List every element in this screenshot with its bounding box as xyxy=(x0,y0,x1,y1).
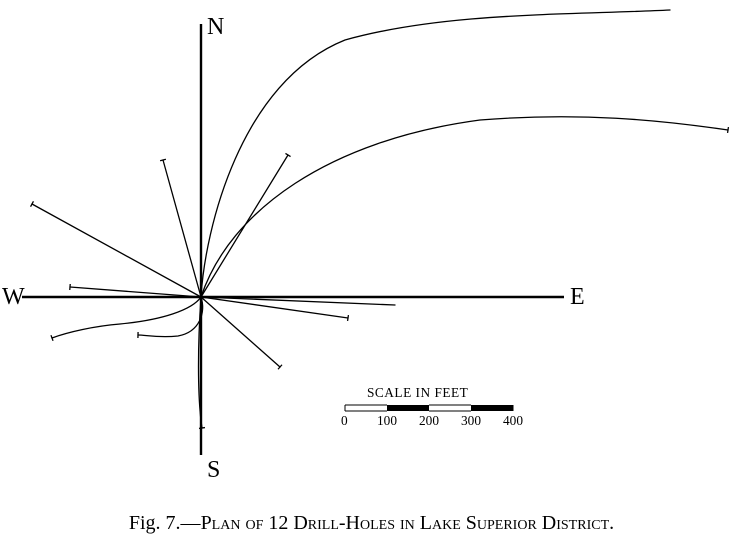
scale-tick-300: 300 xyxy=(461,413,481,429)
compass-label-e: E xyxy=(570,284,585,311)
plot-svg xyxy=(0,0,743,542)
figure-caption: Fig. 7.—Plan of 12 Drill-Holes in Lake S… xyxy=(0,512,743,535)
caption-prefix: Fig. 7.— xyxy=(129,512,201,534)
figure-container: { "figure": { "width_px": 743, "height_p… xyxy=(0,0,743,542)
compass-label-w: W xyxy=(2,284,25,311)
scale-tick-200: 200 xyxy=(419,413,439,429)
compass-label-n: N xyxy=(207,14,224,41)
scale-tick-400: 400 xyxy=(503,413,523,429)
compass-label-s: S xyxy=(207,457,220,484)
caption-text: Plan of 12 Drill-Holes in Lake Superior … xyxy=(201,512,615,534)
scale-tick-100: 100 xyxy=(377,413,397,429)
scale-title: SCALE IN FEET xyxy=(367,385,468,401)
scale-tick-0: 0 xyxy=(341,413,348,429)
